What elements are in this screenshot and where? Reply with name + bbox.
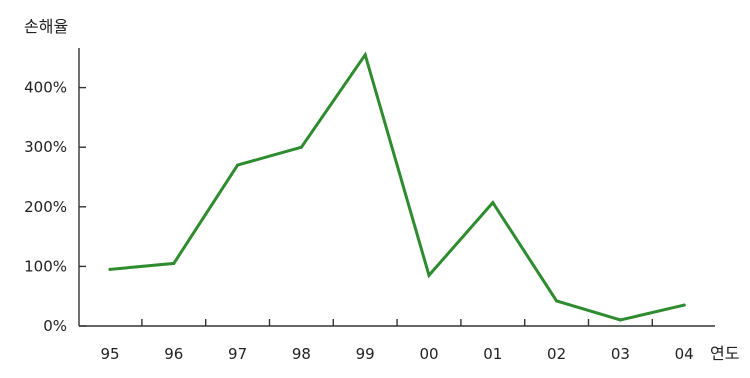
x-tick-label: 04: [675, 345, 694, 363]
x-tick-label: 02: [547, 345, 566, 363]
x-tick-label: 96: [164, 345, 183, 363]
data-point: [682, 303, 686, 307]
y-tick-label: 200%: [24, 198, 67, 216]
y-axis-title: 손해율: [24, 17, 68, 36]
data-point: [108, 267, 112, 271]
data-point: [555, 299, 559, 303]
data-point: [618, 318, 622, 322]
x-tick-label: 95: [100, 345, 119, 363]
data-point: [236, 163, 240, 167]
x-tick-label: 99: [356, 345, 375, 363]
x-tick-label: 00: [419, 345, 438, 363]
data-point: [427, 273, 431, 277]
y-tick-label: 100%: [24, 257, 67, 275]
x-axis-title: 연도: [710, 344, 739, 363]
x-tick-label: 03: [611, 345, 630, 363]
data-point: [491, 201, 495, 205]
data-point: [172, 261, 176, 265]
y-tick-label: 0%: [43, 317, 67, 335]
data-point: [299, 145, 303, 149]
y-tick-label: 400%: [24, 79, 67, 97]
x-tick-label: 98: [292, 345, 311, 363]
series-line: [108, 51, 686, 322]
x-tick-label: 97: [228, 345, 247, 363]
x-tick-label: 01: [483, 345, 502, 363]
y-tick-label: 300%: [24, 138, 67, 156]
data-point: [363, 53, 367, 57]
